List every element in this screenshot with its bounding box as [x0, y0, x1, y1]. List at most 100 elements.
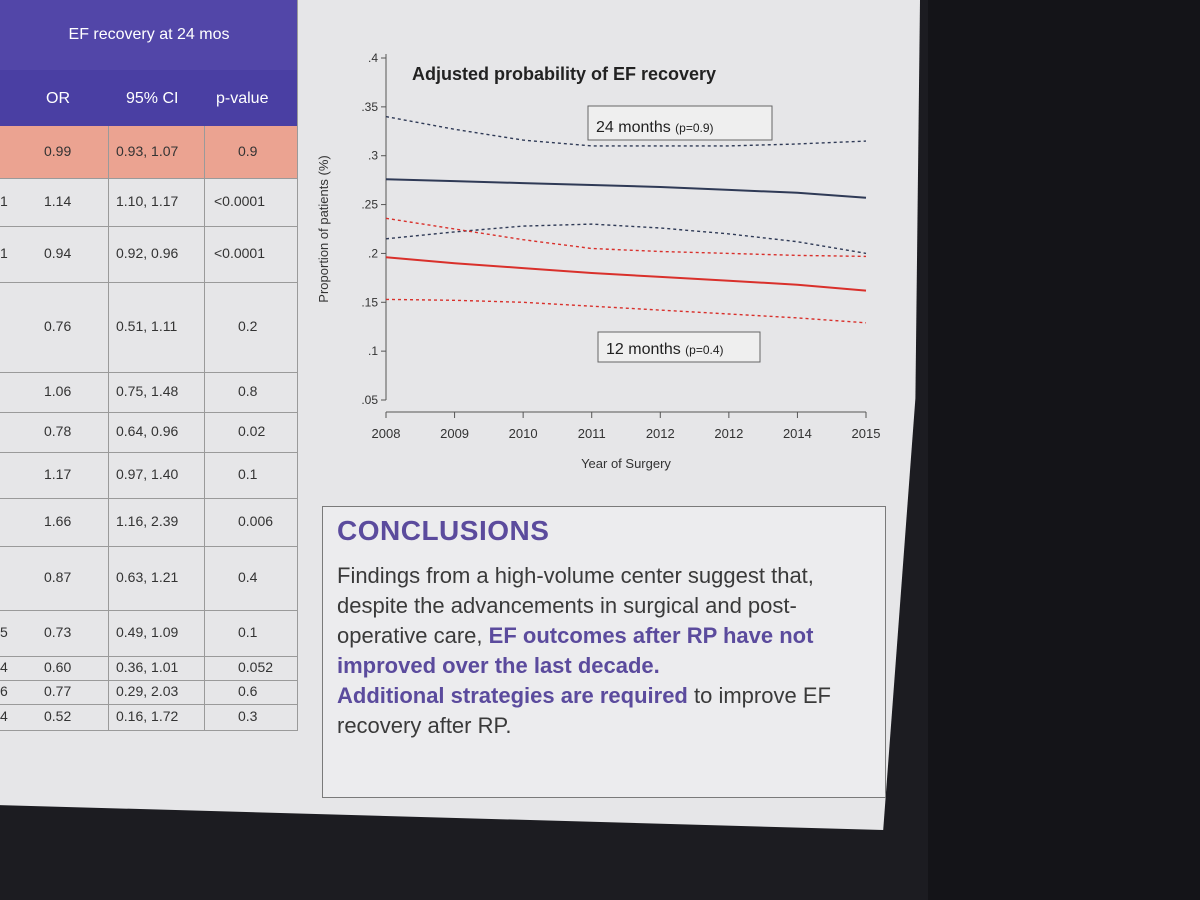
cell-or: 0.78 [44, 423, 72, 439]
conclusions-emphasis: EF outcomes after RP have not improved o… [337, 623, 814, 678]
series-line [385, 298, 867, 324]
col-header-or: OR [46, 90, 70, 107]
y-tick-label: .1 [368, 344, 378, 358]
table-row: 1.66 1.16, 2.39 0.006 [0, 498, 298, 547]
cell-ci: 0.49, 1.09 [116, 624, 179, 640]
chart-title: Adjusted probability of EF recovery [412, 64, 716, 84]
cell-pvalue: <0.0001 [214, 193, 265, 209]
table-row: 0.76 0.51, 1.11 0.2 [0, 282, 298, 373]
cell-or: 0.52 [44, 708, 72, 724]
cell-pvalue: 0.8 [238, 383, 258, 399]
table-row: 0.52 0.16, 1.72 0.3 4 [0, 704, 298, 731]
cell-pvalue: 0.006 [238, 513, 274, 529]
legend-12-months: 12 months (p=0.4) [606, 341, 724, 358]
cell-pvalue: 0.1 [238, 624, 258, 640]
table-column-divider [204, 126, 205, 730]
series-line [385, 178, 867, 199]
conclusions-heading: CONCLUSIONS [337, 515, 550, 546]
cell-pvalue: 0.3 [238, 708, 258, 724]
x-tick-label: 2011 [578, 426, 606, 441]
cell-pvalue: 0.9 [238, 143, 258, 159]
conclusions-sentence-2: to improve EF recovery after RP. [337, 683, 831, 738]
cell-row-stub: 1 [0, 245, 8, 261]
conclusions-emphasis-2: Additional strategies are required [337, 683, 688, 708]
table-row: 0.94 0.92, 0.96 <0.0001 1 [0, 226, 298, 283]
table-row: 1.17 0.97, 1.40 0.1 [0, 452, 298, 499]
legend-12-months-box [597, 331, 761, 363]
y-tick-label: .25 [361, 198, 378, 212]
table-row: 0.60 0.36, 1.01 0.052 4 [0, 656, 298, 681]
cell-or: 0.73 [44, 624, 72, 640]
cell-row-stub: 5 [0, 624, 8, 640]
y-tick-label: .15 [361, 295, 378, 309]
cell-ci: 0.16, 1.72 [116, 708, 179, 724]
cell-row-stub: 4 [0, 708, 8, 724]
x-tick-label: 2012 [646, 426, 675, 441]
cell-ci: 0.75, 1.48 [116, 383, 179, 399]
conclusions-sentence: Findings from a high-volume center sugge… [337, 563, 814, 648]
cell-pvalue: 0.4 [238, 569, 258, 585]
cell-ci: 0.93, 1.07 [116, 143, 179, 159]
cell-ci: 0.29, 2.03 [116, 683, 179, 699]
table-row: 0.78 0.64, 0.96 0.02 [0, 412, 298, 453]
cell-or: 0.94 [44, 245, 72, 261]
series-line [385, 115, 867, 147]
cell-or: 0.99 [44, 143, 72, 159]
table-row: 0.87 0.63, 1.21 0.4 [0, 546, 298, 611]
table-group-header: EF recovery at 24 mos [0, 0, 298, 70]
cell-ci: 0.97, 1.40 [116, 466, 179, 482]
cell-pvalue: 0.052 [238, 659, 274, 675]
col-header-pvalue: p-value [216, 90, 269, 107]
legend-24-months-box [587, 105, 773, 141]
cell-ci: 1.10, 1.17 [116, 193, 179, 209]
cell-ci: 0.63, 1.21 [116, 569, 179, 585]
ef-recovery-chart: .05 .1 .15 .2 .25 .3 .35 .4 2008 2009 2010 2011 2012… [316, 51, 881, 471]
table-row: 0.99 0.93, 1.07 0.9 [0, 126, 298, 179]
cell-pvalue: 0.1 [238, 466, 258, 482]
table-border [297, 0, 298, 730]
cell-row-stub: 6 [0, 683, 8, 699]
background-doorframe [928, 0, 1200, 900]
x-axis-label: Year of Surgery [581, 456, 671, 471]
cell-pvalue: 0.6 [238, 683, 258, 699]
cell-or: 0.87 [44, 569, 72, 585]
cell-or: 0.77 [44, 683, 72, 699]
conclusions-box: CONCLUSIONS Findings from a high-volume … [322, 506, 886, 798]
cell-pvalue: <0.0001 [214, 245, 265, 261]
x-tick-label: 2012 [714, 426, 743, 441]
col-header-ci: 95% CI [126, 90, 179, 107]
series-line [385, 256, 867, 292]
cell-or: 1.17 [44, 466, 72, 482]
conclusions-text: Findings from a high-volume center sugge… [337, 561, 877, 741]
cell-ci: 0.51, 1.11 [116, 318, 178, 334]
cell-or: 1.66 [44, 513, 72, 529]
series-line [385, 223, 867, 255]
cell-ci: 0.92, 0.96 [116, 245, 179, 261]
x-tick-label: 2014 [783, 426, 812, 441]
poster: EF recovery at 24 mos OR 95% CI p-value … [0, 0, 920, 830]
cell-or: 1.06 [44, 383, 72, 399]
y-tick-label: .4 [368, 51, 378, 65]
y-axis-label: Proportion of patients (%) [316, 155, 331, 302]
y-tick-label: .3 [368, 149, 378, 163]
x-tick-label: 2009 [440, 426, 469, 441]
cell-row-stub: 1 [0, 193, 8, 209]
cell-or: 0.76 [44, 318, 72, 334]
cell-ci: 1.16, 2.39 [116, 513, 179, 529]
cell-pvalue: 0.2 [238, 318, 258, 334]
cell-ci: 0.36, 1.01 [116, 659, 179, 675]
cell-ci: 0.64, 0.96 [116, 423, 179, 439]
results-table: EF recovery at 24 mos OR 95% CI p-value … [0, 0, 298, 731]
y-tick-label: .2 [368, 246, 378, 260]
table-column-header-row: OR 95% CI p-value [0, 70, 298, 126]
x-tick-label: 2015 [852, 426, 881, 441]
cell-or: 1.14 [44, 193, 72, 209]
legend-24-months: 24 months (p=0.9) [596, 119, 714, 136]
table-row: 0.77 0.29, 2.03 0.6 6 [0, 680, 298, 705]
cell-row-stub: 4 [0, 659, 8, 675]
table-row: 1.14 1.10, 1.17 <0.0001 1 [0, 178, 298, 227]
x-tick-label: 2010 [509, 426, 538, 441]
y-tick-label: .05 [361, 393, 378, 407]
table-row: 0.73 0.49, 1.09 0.1 5 [0, 610, 298, 657]
table-column-divider [108, 126, 109, 730]
